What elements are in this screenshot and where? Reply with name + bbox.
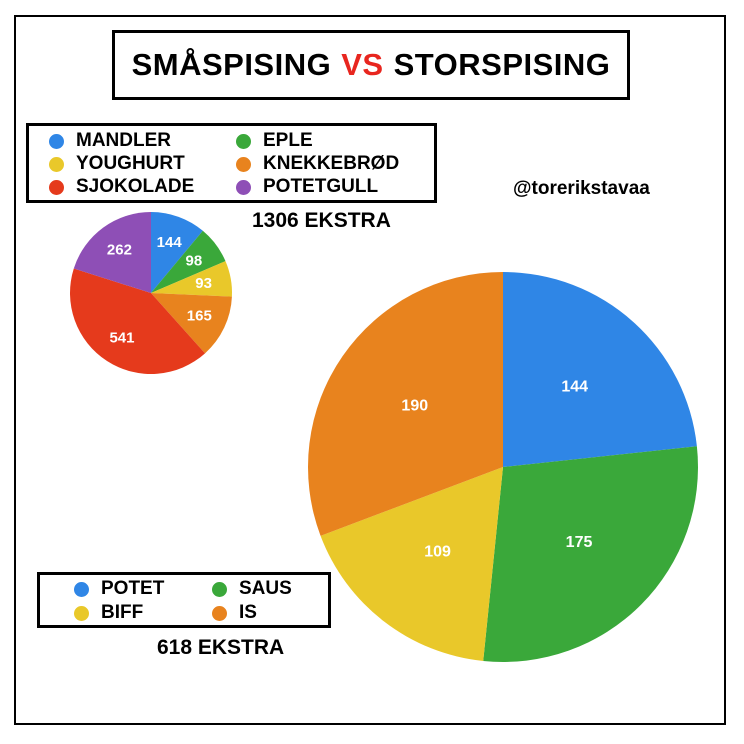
legend-dot-blue bbox=[74, 581, 89, 597]
legend-item-potet: POTET bbox=[74, 577, 164, 601]
title-part2: STORSPISING bbox=[393, 47, 611, 82]
pie-data-label: 144 bbox=[157, 234, 183, 251]
pie-slice-saus bbox=[483, 446, 698, 662]
legend-dot-red bbox=[49, 179, 64, 195]
pie-data-label: 262 bbox=[107, 241, 132, 258]
legend-label: EPLE bbox=[263, 130, 313, 151]
legend-item-eple: EPLE bbox=[236, 129, 313, 153]
pie-data-label: 98 bbox=[186, 253, 203, 270]
legend-label: KNEKKEBRØD bbox=[263, 153, 400, 174]
pie-slice-eple bbox=[151, 230, 226, 293]
legend-label: POTETGULL bbox=[263, 176, 379, 197]
pie-slice-mandler bbox=[151, 212, 203, 293]
pie-slice-potetgull bbox=[73, 212, 151, 293]
title-part1: SMÅSPISING bbox=[131, 47, 332, 82]
pie-data-label: 144 bbox=[561, 379, 588, 396]
chart-title: SMÅSPISING VS STORSPISING bbox=[112, 30, 630, 100]
legend-item-mandler: MANDLER bbox=[49, 129, 171, 153]
large-pie: 144 175 109 190 bbox=[308, 272, 698, 662]
pie-slice-sjokolade bbox=[70, 268, 206, 375]
legend-item-potetgull: POTETGULL bbox=[236, 175, 378, 199]
pie-data-label: 175 bbox=[566, 534, 593, 551]
legend-label: IS bbox=[239, 602, 257, 623]
chart-frame bbox=[14, 15, 726, 725]
legend-dot-purple bbox=[236, 179, 251, 195]
author-handle: @torerikstavaa bbox=[513, 178, 650, 199]
pie-slice-potet bbox=[503, 272, 697, 467]
legend-item-is: IS bbox=[212, 601, 257, 625]
legend-item-youghurt: YOUGHURT bbox=[49, 152, 185, 176]
legend-dot-orange bbox=[236, 156, 251, 172]
title-vs: VS bbox=[341, 47, 384, 82]
small-pie-legend: MANDLER YOUGHURT SJOKOLADE EPLE KNEKKEBR… bbox=[26, 123, 437, 203]
pie-slice-biff bbox=[320, 467, 503, 661]
legend-item-sjokolade: SJOKOLADE bbox=[49, 175, 194, 199]
legend-label: SAUS bbox=[239, 578, 292, 599]
legend-label: POTET bbox=[101, 578, 165, 599]
legend-dot-yellow bbox=[74, 605, 89, 621]
legend-item-biff: BIFF bbox=[74, 601, 143, 625]
legend-dot-green bbox=[212, 581, 227, 597]
pie-data-label: 190 bbox=[401, 398, 428, 415]
legend-dot-orange bbox=[212, 605, 227, 621]
pie-data-label: 165 bbox=[187, 307, 212, 324]
legend-item-saus: SAUS bbox=[212, 577, 292, 601]
legend-item-knekkebrod: KNEKKEBRØD bbox=[236, 152, 399, 176]
large-pie-legend: POTET BIFF SAUS IS bbox=[37, 572, 331, 628]
pie-slice-knekkebrød bbox=[151, 293, 232, 354]
legend-dot-blue bbox=[49, 133, 64, 149]
legend-dot-green bbox=[236, 133, 251, 149]
legend-label: SJOKOLADE bbox=[76, 176, 195, 197]
small-pie-total: 1306 EKSTRA bbox=[252, 209, 391, 232]
pie-data-label: 109 bbox=[424, 544, 451, 561]
pie-data-label: 93 bbox=[195, 275, 212, 292]
pie-slice-is bbox=[308, 272, 503, 536]
pie-data-label: 541 bbox=[109, 329, 134, 346]
legend-dot-yellow bbox=[49, 156, 64, 172]
legend-label: MANDLER bbox=[76, 130, 171, 151]
legend-label: YOUGHURT bbox=[76, 153, 185, 174]
large-pie-total: 618 EKSTRA bbox=[157, 636, 285, 659]
pie-slice-youghurt bbox=[151, 261, 232, 297]
legend-label: BIFF bbox=[101, 602, 144, 623]
